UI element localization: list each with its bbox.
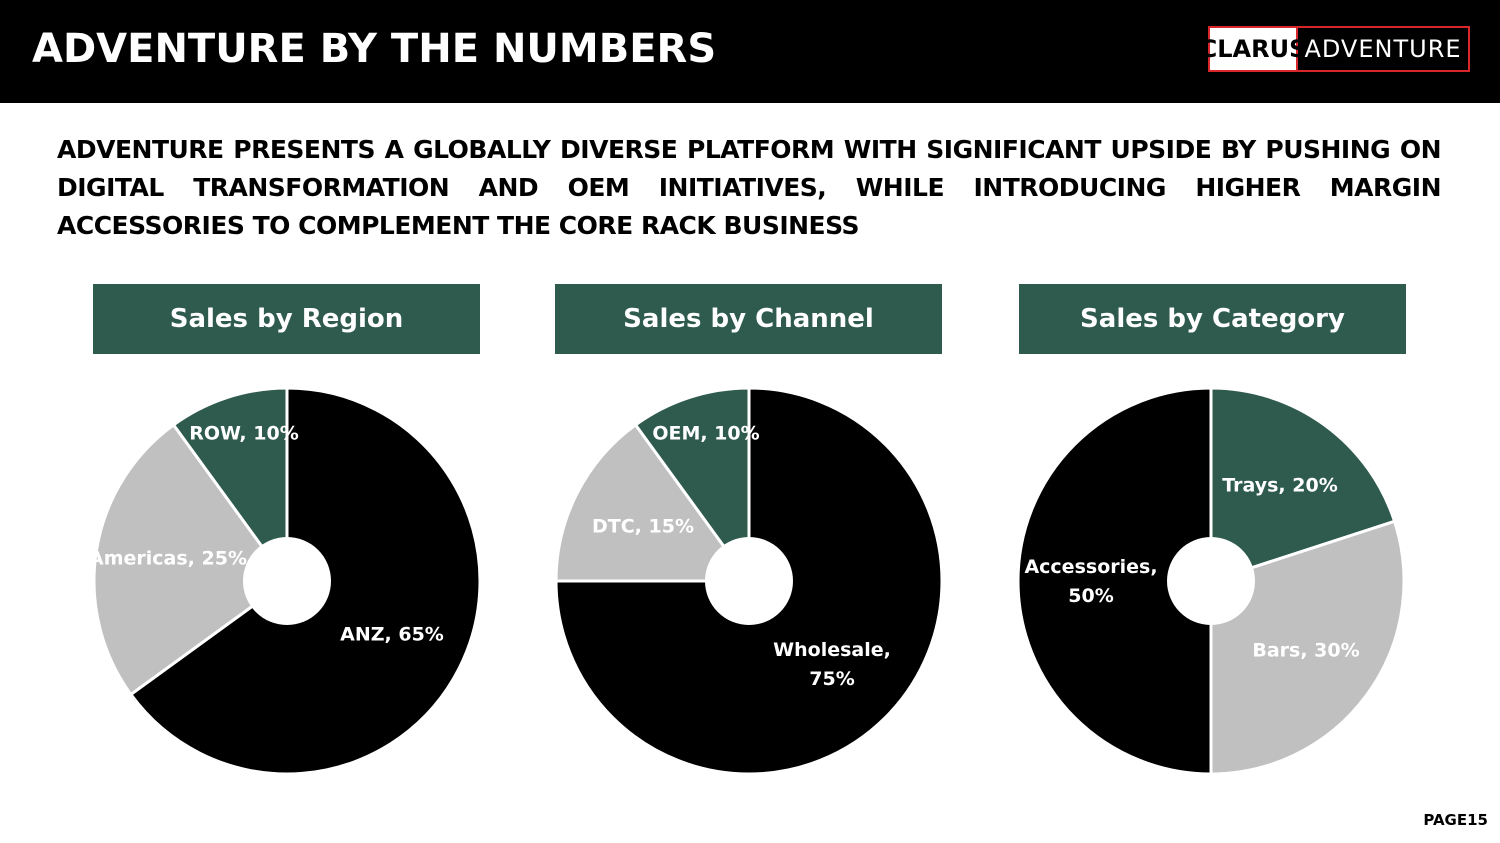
slice-label: Accessories, 50% xyxy=(1024,556,1157,607)
logo-adventure-text: ADVENTURE xyxy=(1304,35,1462,63)
chart-title-category: Sales by Category xyxy=(1019,284,1406,354)
slice-label: Wholesale, 75% xyxy=(773,639,891,690)
slice-label: ANZ, 65% xyxy=(340,624,444,646)
slice-label: Americas, 25% xyxy=(89,548,247,570)
pie-slice xyxy=(554,386,944,776)
summary-text: ADVENTURE PRESENTS A GLOBALLY DIVERSE PL… xyxy=(57,135,1442,240)
donut-hole xyxy=(243,537,331,625)
pie-slice xyxy=(633,386,751,586)
pie-slice xyxy=(171,386,289,586)
chart-title-region: Sales by Region xyxy=(93,284,480,354)
donut-hole xyxy=(1167,537,1255,625)
pie-slice xyxy=(1209,386,1397,584)
pie-slice xyxy=(92,422,290,697)
slice-label: Trays, 20% xyxy=(1222,475,1337,497)
slice-label: Bars, 30% xyxy=(1252,640,1359,662)
logo-clarus-text: CLARUS xyxy=(1200,28,1306,70)
slice-label: DTC, 15% xyxy=(592,516,694,538)
pie-slice xyxy=(1209,519,1406,776)
pie-slice xyxy=(1016,386,1213,776)
page-title: ADVENTURE BY THE NUMBERS xyxy=(32,26,717,72)
clarus-adventure-logo: CLARUS ADVENTURE xyxy=(1200,26,1470,72)
slice-label: ROW, 10% xyxy=(189,423,299,445)
donut-hole xyxy=(705,537,793,625)
chart-title-channel: Sales by Channel xyxy=(555,284,942,354)
title-bar: ADVENTURE BY THE NUMBERS CLARUS ADVENTUR… xyxy=(0,0,1500,103)
page-number: PAGE15 xyxy=(1423,811,1488,829)
pie-slice xyxy=(554,422,752,583)
slice-label: OEM, 10% xyxy=(652,423,759,445)
